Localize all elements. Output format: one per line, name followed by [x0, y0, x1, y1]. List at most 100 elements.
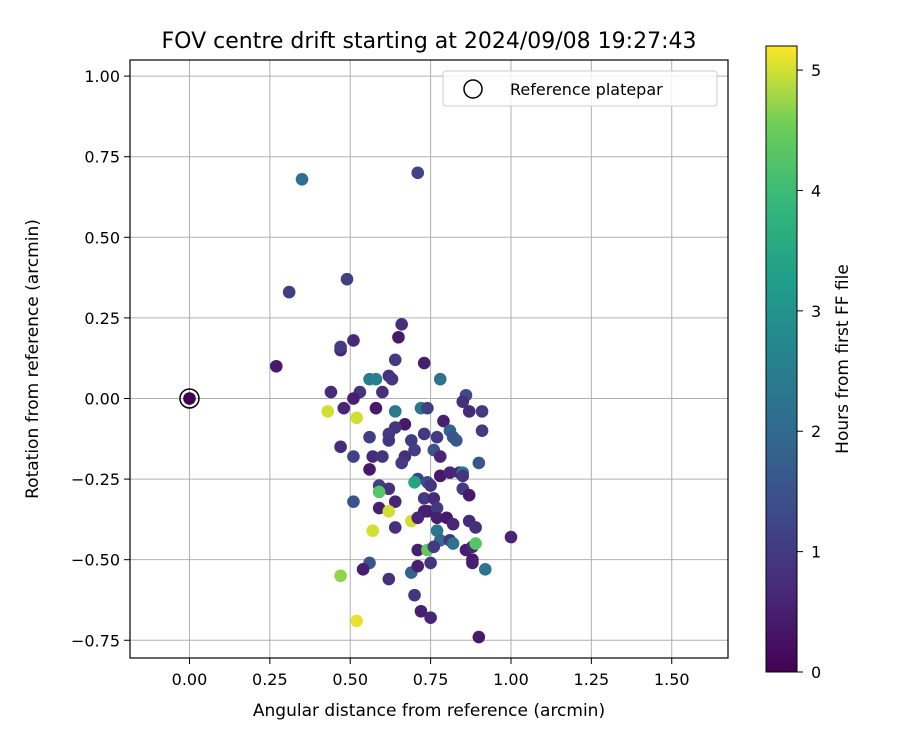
data-point [382, 434, 396, 447]
x-axis-label: Angular distance from reference (arcmin) [253, 701, 605, 721]
y-tick-label: 0.00 [84, 389, 120, 408]
colorbar-tick-label: 3 [811, 302, 821, 321]
data-point [411, 511, 425, 525]
data-point [430, 501, 444, 515]
data-point [395, 318, 408, 331]
data-point [356, 563, 370, 576]
reference-point [183, 392, 196, 405]
data-point [472, 630, 486, 644]
data-point [369, 401, 383, 415]
data-point [382, 505, 396, 518]
x-tick-label: 0.75 [413, 670, 449, 689]
data-point [437, 414, 450, 428]
data-point [334, 440, 347, 454]
colorbar-ticks: 0 1 2 3 4 5 [797, 61, 821, 682]
y-axis-label: Rotation from reference (arcmin) [23, 219, 43, 499]
data-point [347, 392, 360, 405]
data-point [414, 604, 428, 618]
data-point [433, 469, 447, 483]
data-point [462, 405, 476, 418]
y-tick-label: 0.25 [84, 309, 120, 328]
data-point [334, 340, 347, 354]
data-point [366, 524, 380, 537]
data-point [372, 485, 386, 499]
data-point [295, 172, 309, 186]
data-point [446, 537, 460, 550]
data-point [376, 385, 389, 399]
x-tick-label: 1.25 [574, 670, 610, 689]
data-point [388, 495, 402, 508]
data-point [475, 405, 489, 418]
x-tick-label: 1.00 [493, 670, 529, 689]
data-point [334, 569, 347, 583]
data-point [411, 543, 425, 557]
legend: Reference platepar [442, 70, 718, 107]
data-point [340, 272, 354, 286]
data-point [395, 456, 408, 470]
chart-title: FOV centre drift starting at 2024/09/08 … [162, 29, 697, 54]
y-tick-label: 0.50 [84, 228, 120, 247]
data-point [430, 430, 444, 444]
data-point [372, 501, 386, 515]
data-point [411, 559, 425, 573]
data-point [324, 385, 338, 399]
data-point [363, 430, 376, 444]
data-point [417, 427, 431, 441]
data-point [427, 540, 441, 554]
data-point [363, 463, 376, 476]
legend-marker [463, 79, 483, 99]
data-point [433, 372, 447, 386]
data-point [433, 450, 447, 463]
data-point [282, 285, 296, 299]
data-point [475, 424, 489, 438]
data-point [405, 434, 418, 447]
reference-marker-ring [179, 388, 200, 409]
data-point [443, 466, 457, 479]
data-point [347, 450, 360, 463]
data-point [417, 492, 431, 505]
data-point [388, 353, 402, 367]
plot-frame [129, 59, 729, 659]
data-point [398, 417, 412, 431]
x-tick-label: 0.25 [252, 670, 288, 689]
y-axis-ticks: 1.00 0.75 0.50 0.25 0.00 −0.25 −0.50 −0.75 [71, 67, 130, 650]
data-point [456, 395, 470, 409]
data-point [411, 166, 425, 180]
data-point [472, 456, 486, 470]
data-point [430, 524, 444, 537]
data-point [388, 405, 402, 418]
data-points [179, 166, 518, 644]
data-point [347, 334, 360, 347]
y-tick-label: −0.25 [71, 470, 120, 489]
data-point [421, 401, 434, 415]
data-point [430, 511, 444, 525]
data-point [450, 434, 463, 447]
data-point [504, 530, 518, 544]
x-tick-label: 0.00 [172, 670, 208, 689]
legend-box [442, 70, 718, 107]
data-point [366, 450, 380, 463]
data-point [385, 372, 399, 386]
data-point [382, 482, 396, 496]
colorbar-tick-label: 2 [811, 422, 821, 441]
x-axis-ticks: 0.00 0.25 0.50 0.75 1.00 1.25 1.50 [172, 658, 690, 689]
data-point [269, 359, 283, 373]
colorbar-gradient [765, 45, 798, 673]
colorbar-tick-label: 0 [811, 663, 821, 682]
y-tick-label: 1.00 [84, 67, 120, 86]
colorbar-tick-label: 5 [811, 61, 821, 80]
data-point [478, 563, 492, 576]
data-point [408, 588, 421, 602]
x-tick-label: 0.50 [332, 670, 368, 689]
data-point [424, 556, 437, 570]
data-point [369, 372, 383, 386]
x-tick-label: 1.50 [654, 670, 690, 689]
data-point [382, 572, 396, 586]
data-point [427, 492, 441, 505]
colorbar: 0 1 2 3 4 5 Hours from first FF file [765, 45, 853, 682]
data-point [446, 517, 460, 531]
data-point [321, 405, 335, 418]
colorbar-label: Hours from first FF file [833, 264, 853, 454]
data-point [350, 614, 363, 628]
